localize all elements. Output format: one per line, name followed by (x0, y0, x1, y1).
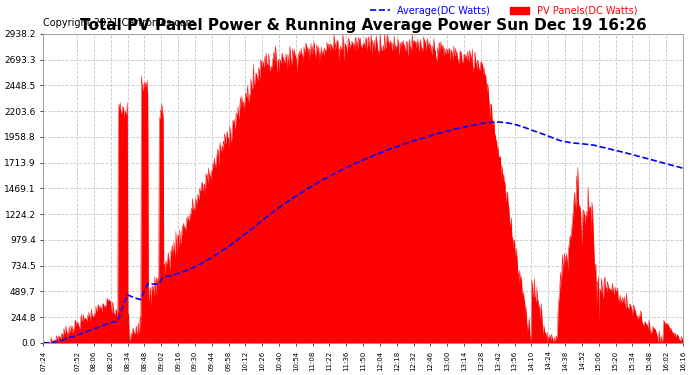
Title: Total PV Panel Power & Running Average Power Sun Dec 19 16:26: Total PV Panel Power & Running Average P… (80, 18, 647, 33)
Legend: Average(DC Watts), PV Panels(DC Watts): Average(DC Watts), PV Panels(DC Watts) (366, 2, 641, 20)
Text: Copyright 2021 Cartronics.com: Copyright 2021 Cartronics.com (43, 18, 195, 28)
